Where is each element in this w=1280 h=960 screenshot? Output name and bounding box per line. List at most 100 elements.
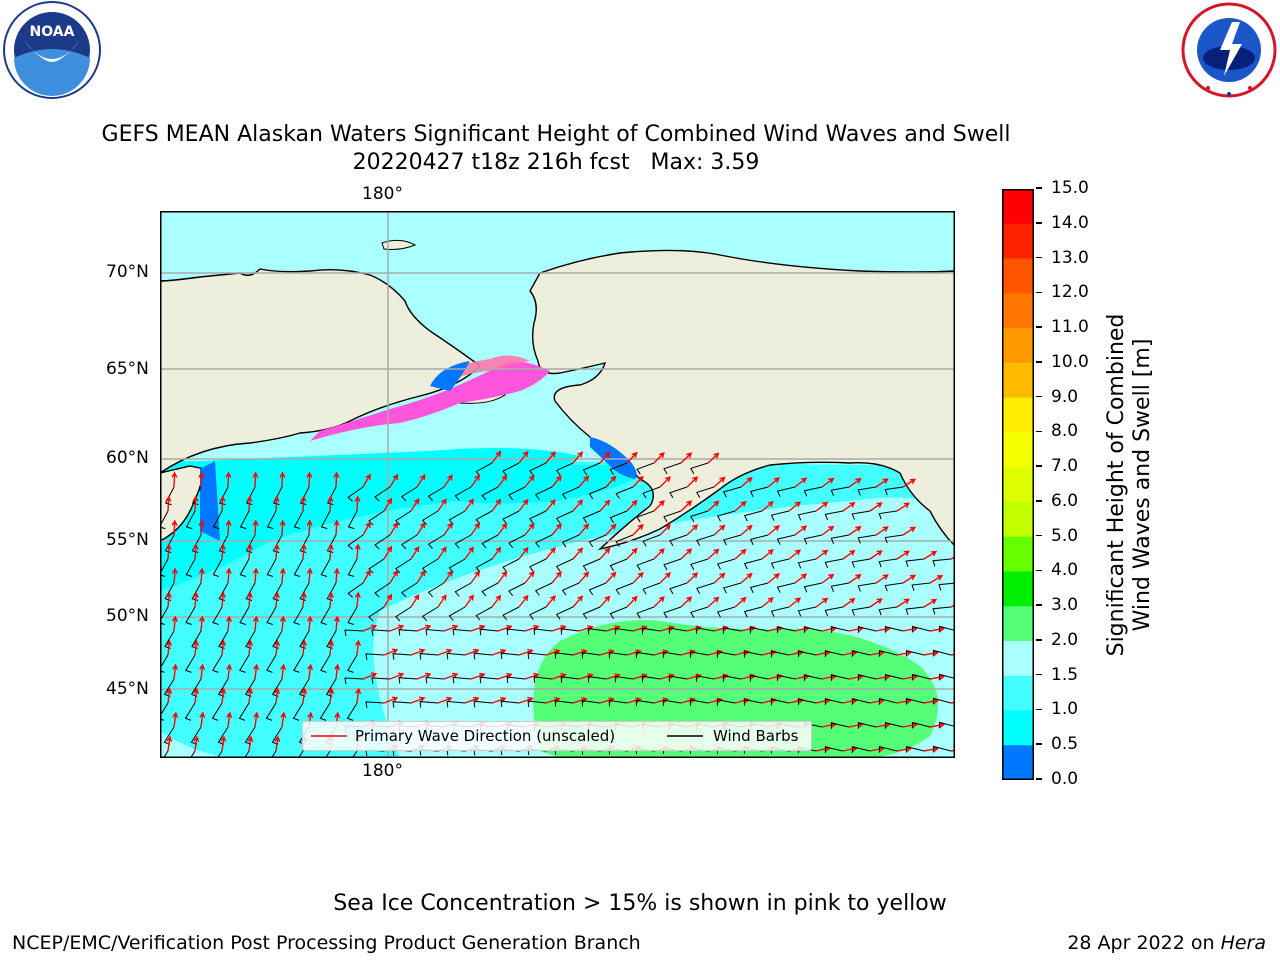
wind-barb bbox=[878, 650, 898, 657]
wind-barb bbox=[830, 674, 850, 682]
wind-barb bbox=[689, 699, 709, 706]
wave-direction-arrow bbox=[253, 711, 260, 728]
wind-barb bbox=[824, 746, 844, 754]
wind-barb bbox=[635, 651, 655, 659]
wave-direction-arrow bbox=[198, 567, 205, 584]
colorbar-tick-label: 4.0 bbox=[1036, 560, 1078, 580]
wind-barb bbox=[635, 699, 655, 707]
wave-direction-arrow bbox=[193, 687, 200, 704]
wind-barb bbox=[743, 650, 763, 658]
wind-barb bbox=[911, 673, 931, 681]
wave-direction-arrow bbox=[572, 547, 584, 560]
wind-barb bbox=[824, 510, 844, 521]
wind-barb bbox=[395, 558, 412, 574]
noaa-logo: NOAA bbox=[0, 0, 104, 100]
wind-barb bbox=[218, 534, 229, 553]
wave-direction-arrow bbox=[443, 672, 459, 680]
wind-barb bbox=[743, 698, 763, 706]
wave-direction-arrow bbox=[686, 524, 699, 536]
wave-direction-arrow bbox=[166, 639, 173, 656]
wind-barb bbox=[905, 606, 925, 615]
wave-direction-arrow bbox=[599, 499, 611, 512]
colorbar-segment bbox=[1002, 501, 1034, 538]
wind-barb bbox=[398, 677, 418, 684]
wave-direction-arrow bbox=[247, 735, 254, 752]
colorbar-tick-label: 2.0 bbox=[1036, 630, 1078, 650]
wave-direction-arrow bbox=[220, 735, 227, 752]
colorbar-tick-label: 1.0 bbox=[1036, 699, 1078, 719]
wave-direction-arrow bbox=[410, 545, 420, 560]
wave-direction-arrow bbox=[437, 594, 447, 608]
wind-barb bbox=[239, 510, 250, 530]
wind-barb bbox=[555, 606, 574, 620]
wave-direction-arrow bbox=[686, 476, 699, 488]
wind-barb bbox=[421, 606, 439, 622]
wind-barb bbox=[419, 653, 439, 660]
wind-barb bbox=[454, 534, 472, 549]
wave-direction-arrow bbox=[247, 639, 254, 656]
wave-direction-arrow bbox=[626, 649, 642, 656]
wave-direction-arrow bbox=[306, 615, 313, 632]
wave-direction-arrow bbox=[362, 473, 371, 488]
wave-direction-arrow bbox=[464, 648, 480, 656]
footer-left: NCEP/EMC/Verification Post Processing Pr… bbox=[12, 932, 641, 954]
wind-barb bbox=[905, 697, 925, 705]
wave-direction-arrow bbox=[464, 696, 480, 704]
wave-direction-arrow bbox=[273, 591, 280, 608]
wind-barb bbox=[401, 534, 418, 550]
wind-barb bbox=[722, 675, 742, 682]
wave-direction-arrow bbox=[761, 501, 774, 512]
wind-barb bbox=[320, 654, 331, 673]
wind-barb bbox=[508, 534, 526, 549]
colorbar-frame bbox=[1002, 189, 1034, 780]
wind-barb bbox=[218, 486, 229, 506]
wave-direction-arrow bbox=[225, 471, 232, 488]
wind-barb bbox=[395, 606, 412, 622]
wind-barb bbox=[587, 675, 607, 683]
sea-ice-norton-sound bbox=[435, 355, 530, 389]
wave-direction-arrow bbox=[383, 696, 399, 704]
wave-band-15-2 bbox=[160, 461, 955, 762]
wind-barb bbox=[392, 653, 412, 660]
wind-barb bbox=[371, 677, 391, 684]
wind-barb bbox=[344, 629, 364, 637]
wave-direction-arrow bbox=[172, 663, 179, 680]
wind-barb bbox=[293, 606, 304, 625]
wind-barb bbox=[878, 698, 898, 705]
wind-barb bbox=[527, 700, 547, 707]
wind-barb bbox=[479, 628, 499, 636]
wind-barb bbox=[857, 534, 877, 544]
wind-barb bbox=[319, 702, 331, 721]
wind-barb bbox=[609, 558, 628, 571]
wave-direction-arrow bbox=[929, 722, 946, 729]
wind-barb bbox=[266, 558, 277, 577]
wind-barb bbox=[824, 650, 844, 658]
wave-direction-arrow bbox=[680, 596, 693, 608]
wave-direction-arrow bbox=[389, 569, 399, 584]
wave-direction-arrow bbox=[794, 477, 808, 488]
wave-direction-arrow bbox=[362, 624, 378, 632]
wave-direction-arrow bbox=[280, 711, 287, 728]
wind-barb bbox=[533, 628, 553, 635]
wave-direction-arrow bbox=[929, 674, 946, 681]
wave-direction-arrow bbox=[599, 649, 615, 656]
wave-direction-arrow bbox=[572, 499, 584, 512]
map-frame bbox=[160, 211, 955, 758]
wind-barb bbox=[473, 700, 493, 708]
wave-direction-arrow bbox=[788, 549, 802, 560]
wind-barb bbox=[500, 700, 520, 708]
wave-direction-arrow bbox=[815, 501, 829, 512]
wave-direction-arrow bbox=[280, 663, 287, 680]
wind-barb bbox=[716, 558, 736, 570]
chart-title: GEFS MEAN Alaskan Waters Significant Hei… bbox=[101, 122, 1011, 147]
wave-direction-arrow bbox=[307, 663, 314, 680]
wind-barb bbox=[446, 652, 466, 660]
wind-barb bbox=[614, 627, 634, 635]
sea-ice-note: Sea Ice Concentration > 15% is shown in … bbox=[333, 891, 947, 916]
wave-direction-arrow bbox=[362, 672, 378, 680]
wind-barb bbox=[830, 534, 850, 544]
lat-label-50: 50°N bbox=[106, 606, 149, 626]
wind-barb bbox=[776, 674, 796, 682]
wind-barb bbox=[932, 649, 952, 657]
wind-barb bbox=[884, 722, 904, 729]
